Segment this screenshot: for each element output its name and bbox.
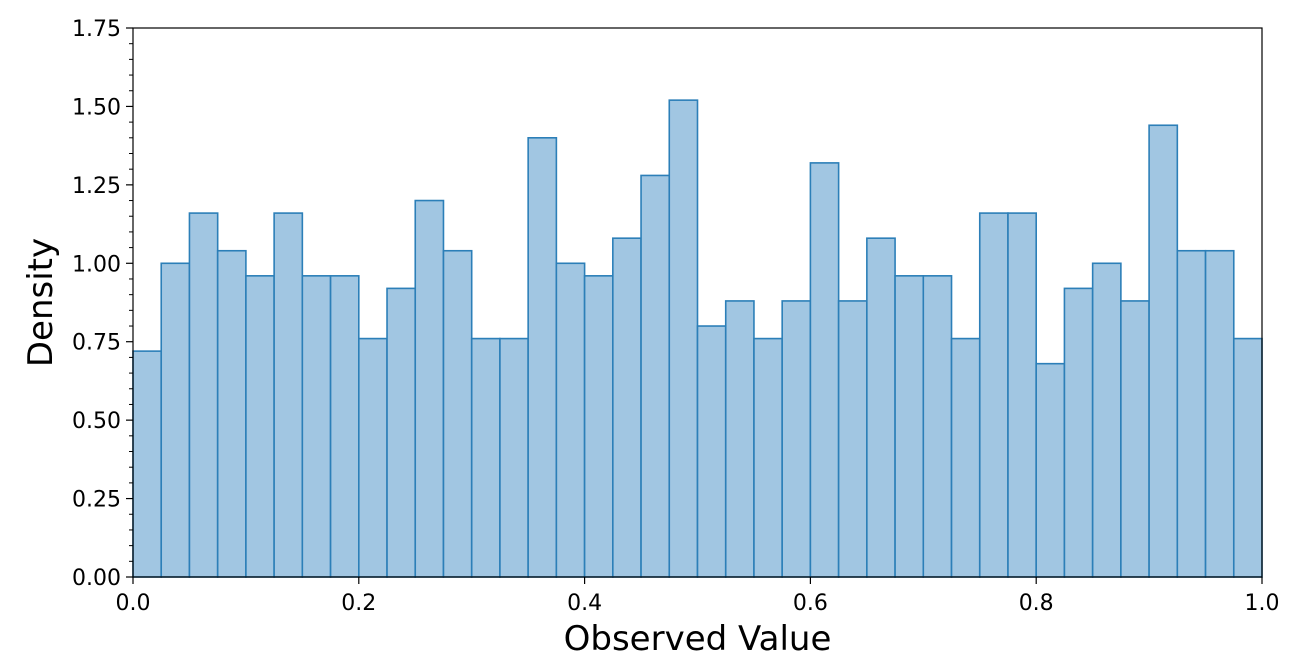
histogram-bar [640, 174, 671, 578]
y-tick-label: 1.75 [72, 17, 121, 42]
x-axis-title: Observed Value [564, 619, 832, 659]
histogram-bar [414, 199, 445, 578]
histogram-bar [696, 325, 727, 578]
histogram-bar [1035, 362, 1066, 578]
histogram-bar [668, 99, 699, 578]
y-tick-label: 1.00 [72, 252, 121, 277]
histogram-bar [837, 300, 868, 578]
histogram-bar [724, 300, 755, 578]
histogram-bar [922, 275, 953, 578]
histogram-bar [866, 237, 896, 578]
histogram-bar [188, 212, 219, 578]
histogram-bar [555, 262, 586, 578]
histogram-bar [950, 337, 981, 578]
y-tick-label: 0.50 [72, 409, 121, 434]
histogram-bar [1232, 337, 1263, 578]
histogram-bar [329, 275, 360, 578]
histogram-bar [809, 162, 840, 578]
y-axis: 0.00 0.25 0.50 0.75 1.00 1.25 1.50 1.75 [72, 17, 133, 591]
histogram-bar [1007, 212, 1037, 578]
histogram-bar [216, 249, 247, 578]
y-axis-title: Density [21, 238, 61, 367]
histogram-bar [1148, 124, 1179, 578]
y-tick-label: 0.00 [72, 566, 121, 591]
x-tick-label: 0.4 [567, 591, 602, 616]
x-tick-label: 0.2 [341, 591, 376, 616]
histogram-bar [1204, 249, 1235, 578]
y-tick-label: 1.50 [72, 95, 121, 120]
histogram-bar [612, 237, 642, 578]
histogram-bar [1063, 287, 1094, 578]
x-tick-label: 1.0 [1245, 591, 1280, 616]
histogram-bar [894, 275, 925, 578]
histogram-bar [583, 275, 614, 578]
histogram-bar [1176, 249, 1207, 578]
x-tick-label: 0.6 [793, 591, 828, 616]
histogram-bar [1120, 300, 1150, 578]
histogram-bar [470, 337, 501, 578]
histogram-bar [527, 137, 558, 578]
y-tick-label: 1.25 [72, 174, 121, 199]
histogram-bar [978, 212, 1009, 578]
histogram-bar [753, 337, 783, 578]
histogram-bar [1091, 262, 1122, 578]
histogram-bar [442, 249, 473, 578]
histogram-bar [357, 337, 388, 578]
y-tick-label: 0.75 [72, 331, 121, 356]
x-tick-label: 0.8 [1019, 591, 1054, 616]
plot-frame [132, 27, 1263, 578]
histogram-bar [132, 350, 163, 578]
x-axis: 0.0 0.2 0.4 0.6 0.8 1.0 [116, 577, 1280, 616]
histogram-bar [301, 275, 332, 578]
histogram-bar [160, 262, 191, 578]
x-tick-label: 0.0 [116, 591, 151, 616]
histogram-bar [499, 337, 529, 578]
bars-group [132, 99, 1263, 578]
histogram-bar [273, 212, 304, 578]
histogram-bar [245, 275, 275, 578]
y-tick-label: 0.25 [72, 488, 121, 513]
histogram-bar [386, 287, 417, 578]
histogram-bar [781, 300, 812, 578]
